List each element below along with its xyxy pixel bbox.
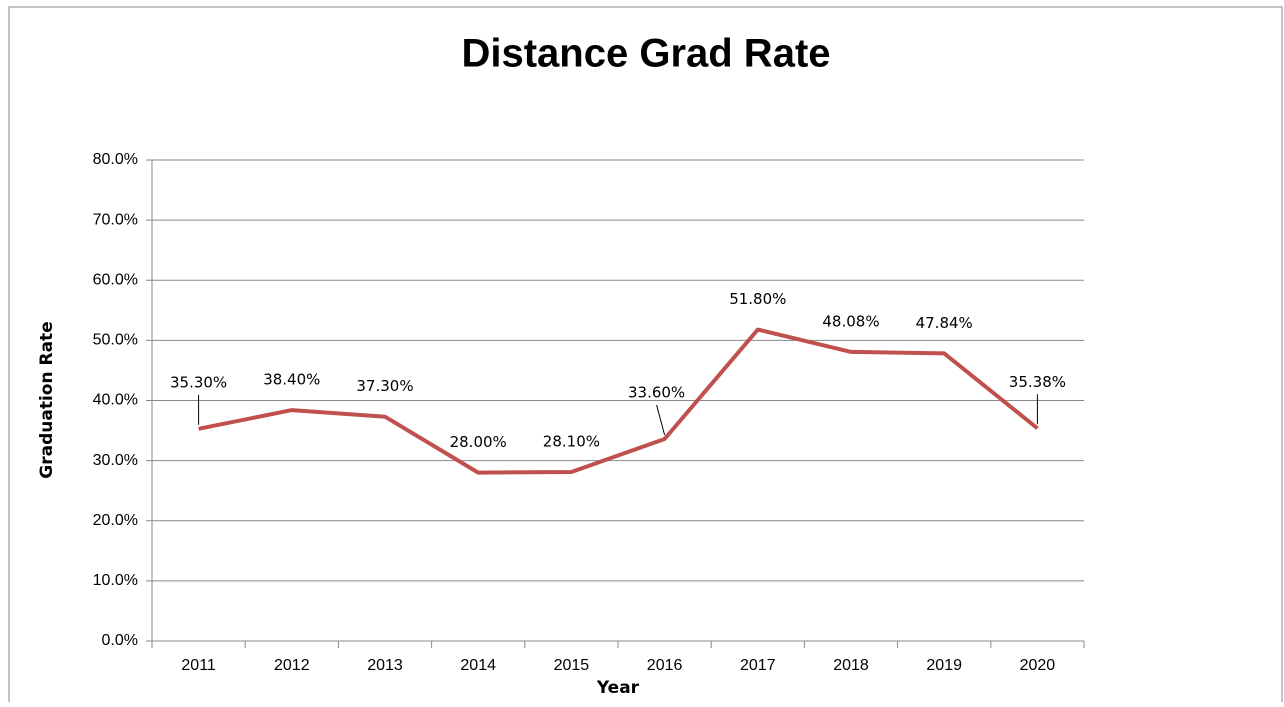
data-label: 37.30% [356, 377, 413, 395]
y-tick-label: 30.0% [93, 452, 138, 469]
y-tick-label: 20.0% [93, 512, 138, 529]
data-label: 33.60% [628, 383, 685, 401]
x-tick-label: 2014 [460, 657, 496, 674]
chart-title: Distance Grad Rate [461, 32, 830, 76]
y-tick-label: 10.0% [93, 572, 138, 589]
x-tick-label: 2020 [1020, 657, 1056, 674]
data-label: 38.40% [263, 371, 320, 389]
y-tick-label: 40.0% [93, 392, 138, 409]
data-label: 47.84% [916, 314, 973, 332]
y-tick-label: 70.0% [93, 211, 138, 228]
x-tick-label: 2018 [833, 657, 869, 674]
x-tick-label: 2015 [554, 657, 590, 674]
data-label: 35.38% [1009, 373, 1066, 391]
x-tick-label: 2013 [367, 657, 403, 674]
data-label: 51.80% [729, 290, 786, 308]
leader-line [656, 404, 666, 436]
y-tick-label: 80.0% [93, 151, 138, 168]
y-axis-label: Graduation Rate [37, 321, 57, 478]
x-axis-label: Year [596, 678, 640, 698]
y-tick-label: 50.0% [93, 332, 138, 349]
data-label: 28.10% [543, 433, 600, 451]
x-tick-label: 2017 [740, 657, 776, 674]
x-tick-label: 2011 [181, 657, 216, 674]
data-line [198, 327, 1039, 475]
x-tick-label: 2019 [926, 657, 962, 674]
data-label: 48.08% [822, 312, 879, 330]
y-tick-label: 0.0% [102, 632, 138, 649]
data-label: 28.00% [450, 433, 507, 451]
data-label: 35.30% [170, 373, 227, 391]
x-tick-label: 2012 [274, 657, 310, 674]
chart-frame [8, 6, 1283, 707]
x-tick-label: 2016 [647, 657, 683, 674]
y-tick-label: 60.0% [93, 271, 138, 288]
